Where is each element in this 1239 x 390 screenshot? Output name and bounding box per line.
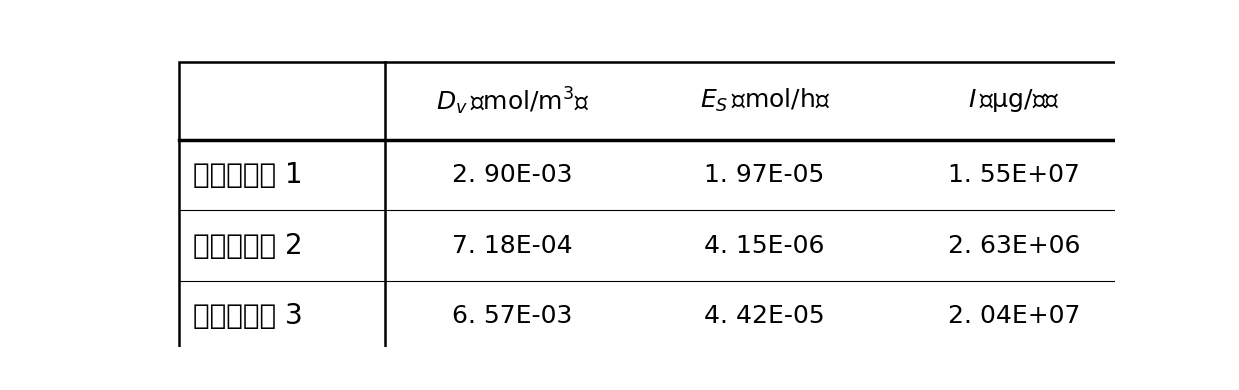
Text: 6. 57E-03: 6. 57E-03 bbox=[452, 304, 572, 328]
Text: $I$$\,\mathrm{（\mu g/亩）}$: $I$$\,\mathrm{（\mu g/亩）}$ bbox=[969, 87, 1061, 114]
Text: 4. 15E-06: 4. 15E-06 bbox=[704, 234, 825, 258]
Text: 1. 97E-05: 1. 97E-05 bbox=[705, 163, 825, 187]
Text: $E_S$$\,\mathrm{（mol/h）}$: $E_S$$\,\mathrm{（mol/h）}$ bbox=[700, 87, 830, 114]
Text: 2. 04E+07: 2. 04E+07 bbox=[948, 304, 1080, 328]
Text: 1. 55E+07: 1. 55E+07 bbox=[948, 163, 1080, 187]
Text: 抗生素种类 3: 抗生素种类 3 bbox=[193, 302, 304, 330]
Text: 7. 18E-04: 7. 18E-04 bbox=[452, 234, 572, 258]
Text: 抗生素种类 1: 抗生素种类 1 bbox=[193, 161, 304, 189]
Text: 2. 63E+06: 2. 63E+06 bbox=[948, 234, 1080, 258]
Text: 2. 90E-03: 2. 90E-03 bbox=[452, 163, 572, 187]
Text: 抗生素种类 2: 抗生素种类 2 bbox=[193, 232, 304, 260]
Text: 4. 42E-05: 4. 42E-05 bbox=[704, 304, 825, 328]
Text: $D_v$$\,\mathrm{（mol/m^3）}$: $D_v$$\,\mathrm{（mol/m^3）}$ bbox=[436, 85, 590, 117]
